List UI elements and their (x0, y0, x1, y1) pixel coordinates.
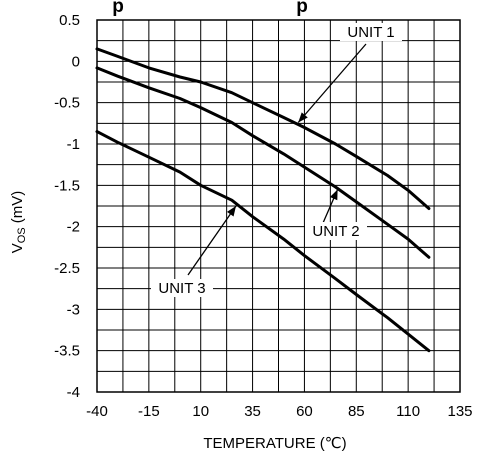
x-tick-label: 135 (447, 403, 472, 420)
y-tick-label: -3.5 (54, 343, 80, 360)
x-tick-label: 10 (192, 403, 209, 420)
annotation-label-bg (305, 222, 367, 240)
y-tick-label: -0.5 (54, 95, 80, 112)
x-tick-label: -40 (86, 403, 108, 420)
y-axis-label: VOS (mV) (9, 191, 28, 254)
y-tick-label: 0 (72, 53, 80, 70)
y-tick-label: -4 (67, 384, 80, 401)
y-tick-label: -1 (67, 136, 80, 153)
annotation-arrow-line (187, 205, 237, 276)
plot-frame (96, 19, 461, 393)
x-tick-label: 35 (244, 403, 261, 420)
x-axis-label: TEMPERATURE (℃) (203, 435, 346, 452)
grid (96, 19, 461, 393)
annotation-arrow-line (297, 43, 367, 123)
series-line-unit-3 (95, 130, 431, 353)
annotation-label-bg (151, 279, 213, 297)
annotation-arrow-head (226, 206, 236, 217)
y-tick-label: 0.5 (59, 12, 80, 29)
tick-labels: -40 -15 10 35 60 85 110 135 0.5 0 -0.5 -1 -1.5 -2 -2.5… (54, 12, 472, 420)
y-tick-label: -2.5 (54, 260, 80, 277)
annotation-label-unit-2: UNIT 2 (312, 223, 359, 240)
title-fragment-right: p (296, 0, 308, 17)
x-tick-label: 110 (396, 403, 420, 420)
y-tick-label: -2 (67, 219, 80, 236)
annotation-label-unit-1: UNIT 1 (347, 24, 394, 41)
series-line-unit-1 (95, 47, 431, 210)
y-axis-label-sub: OS (16, 227, 28, 243)
x-tick-label: -15 (138, 403, 160, 420)
annotation-label-bg (340, 23, 402, 41)
series-layer (95, 47, 431, 353)
y-axis-label-main: V (9, 243, 26, 253)
y-tick-label: -3 (67, 301, 80, 318)
y-axis-label-unit: (mV) (9, 191, 26, 228)
x-tick-label: 60 (296, 403, 313, 420)
annotations-layer: UNIT 1 UNIT 2 UNIT 3 (151, 23, 402, 297)
title-layer: p p (112, 0, 308, 17)
annotation-arrow-head (329, 189, 338, 201)
annotation-arrow-head (298, 112, 308, 123)
y-tick-label: -1.5 (54, 177, 80, 194)
x-tick-label: 85 (348, 403, 365, 420)
series-line-unit-2 (95, 66, 431, 259)
annotation-label-unit-3: UNIT 3 (158, 280, 205, 297)
title-fragment-left: p (112, 0, 124, 17)
